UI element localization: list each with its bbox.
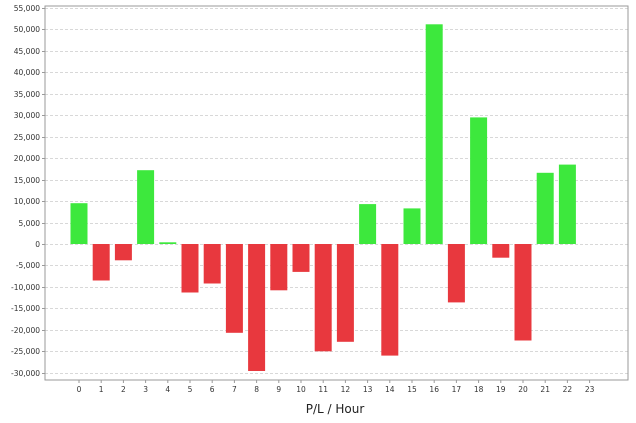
bar-hour-13 [359, 204, 377, 244]
x-tick-label: 1 [99, 385, 104, 394]
x-tick-label: 7 [232, 385, 237, 394]
x-tick-label: 2 [121, 385, 126, 394]
bar-hour-1 [92, 244, 110, 281]
y-tick-label: 15,000 [14, 176, 40, 185]
bar-hour-7 [225, 244, 243, 333]
x-tick-label: 12 [341, 385, 351, 394]
bar-hour-22 [558, 164, 576, 244]
bar-hour-17 [447, 244, 465, 303]
x-tick-label: 19 [496, 385, 506, 394]
x-tick-label: 18 [474, 385, 484, 394]
plot-frame [44, 5, 629, 381]
bar-hour-19 [492, 244, 510, 258]
x-tick-label: 4 [165, 385, 170, 394]
bar-hour-0 [70, 203, 88, 244]
y-tick-label: 40,000 [14, 68, 40, 77]
bar-hour-8 [248, 244, 266, 371]
x-tick-label: 21 [540, 385, 550, 394]
bar-hour-21 [536, 172, 554, 244]
x-tick-label: 13 [363, 385, 373, 394]
y-tick-label: -10,000 [11, 283, 40, 292]
y-tick-label: 10,000 [14, 197, 40, 206]
x-tick-label: 8 [254, 385, 259, 394]
y-tick-label: 30,000 [14, 111, 40, 120]
x-tick-label: 14 [385, 385, 395, 394]
y-tick-label: -20,000 [11, 326, 40, 335]
x-tick-label: 9 [276, 385, 281, 394]
y-tick-label: 45,000 [14, 47, 40, 56]
bar-hour-6 [203, 244, 221, 284]
x-axis-ticks: 0 1 2 3 4 5 6 7 8 9 10 11 12 13 14 15 16 17 18 19 20 21 22 23 [77, 380, 595, 394]
bar-hour-10 [292, 244, 310, 272]
bar-hour-2 [114, 244, 132, 261]
x-tick-label: 17 [452, 385, 462, 394]
x-tick-label: 11 [318, 385, 328, 394]
y-tick-label: -25,000 [11, 347, 40, 356]
bar-hour-15 [403, 208, 421, 244]
x-tick-label: 10 [296, 385, 306, 394]
y-tick-label: -30,000 [11, 369, 40, 378]
bar-hour-11 [314, 244, 332, 352]
x-tick-label: 23 [585, 385, 595, 394]
y-axis-ticks: -30,000 -25,000 -20,000 -15,000 -10,000 -5,00… [11, 4, 45, 378]
y-tick-label: 35,000 [14, 90, 40, 99]
y-tick-label: 0 [35, 240, 40, 249]
x-tick-label: 20 [518, 385, 528, 394]
bar-hour-4 [159, 242, 177, 244]
x-tick-label: 22 [563, 385, 573, 394]
bar-hour-14 [381, 244, 399, 356]
x-tick-label: 16 [429, 385, 439, 394]
y-tick-label: 20,000 [14, 154, 40, 163]
y-tick-label: -15,000 [11, 304, 40, 313]
bar-hour-18 [470, 117, 488, 244]
bar-hour-9 [270, 244, 288, 291]
bars [70, 24, 576, 371]
x-axis-label: P/L / Hour [306, 402, 365, 416]
y-tick-label: 55,000 [14, 4, 40, 13]
y-tick-label: 50,000 [14, 25, 40, 34]
bar-hour-20 [514, 244, 532, 341]
x-tick-label: 5 [188, 385, 193, 394]
x-tick-label: 6 [210, 385, 215, 394]
x-tick-label: 15 [407, 385, 417, 394]
x-tick-label: 3 [143, 385, 148, 394]
y-tick-label: -5,000 [16, 261, 40, 270]
y-tick-label: 25,000 [14, 133, 40, 142]
bar-hour-16 [425, 24, 443, 244]
bar-hour-3 [137, 170, 155, 244]
y-tick-label: 5,000 [19, 219, 41, 228]
x-tick-label: 0 [77, 385, 82, 394]
bar-hour-5 [181, 244, 199, 293]
bar-hour-12 [336, 244, 354, 342]
